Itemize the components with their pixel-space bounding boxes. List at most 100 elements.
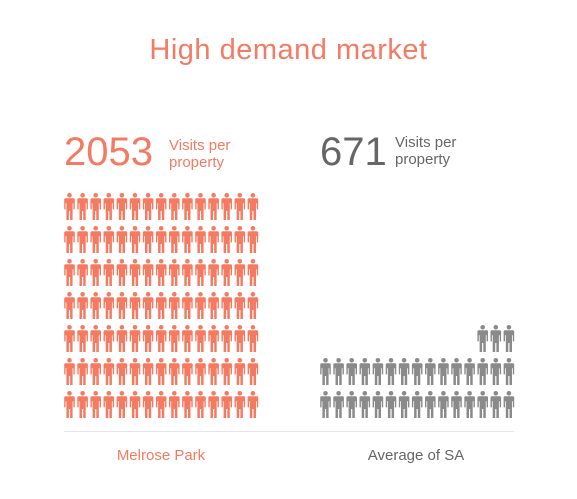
person-icon <box>142 358 154 385</box>
person-icon <box>247 325 259 352</box>
person-icon <box>155 259 167 286</box>
person-icon <box>129 391 141 418</box>
person-icon <box>169 193 180 220</box>
person-icon <box>116 391 128 418</box>
person-icon <box>116 292 128 319</box>
baseline-divider <box>64 431 514 432</box>
person-icon <box>129 193 141 220</box>
person-icon <box>169 358 180 385</box>
person-icon <box>142 226 154 253</box>
person-icon <box>208 391 219 418</box>
person-icon <box>64 391 75 418</box>
person-icon <box>438 391 449 418</box>
person-icon <box>359 391 371 418</box>
person-icon <box>464 391 475 418</box>
person-icon <box>182 226 193 253</box>
person-icon <box>208 292 219 319</box>
person-icon <box>234 193 246 220</box>
person-icon <box>234 391 246 418</box>
person-icon <box>372 391 384 418</box>
person-icon <box>490 391 502 418</box>
person-icon <box>182 325 193 352</box>
person-icon <box>477 391 488 418</box>
person-icon <box>503 391 515 418</box>
person-icon <box>155 292 167 319</box>
person-icon <box>320 358 331 385</box>
person-icon <box>103 325 115 352</box>
person-icon <box>64 259 75 286</box>
person-icon <box>247 193 259 220</box>
sa-unit-line2: property <box>395 151 451 168</box>
person-icon <box>182 292 193 319</box>
person-icon <box>129 292 141 319</box>
sa-category-label: Average of SA <box>367 447 465 464</box>
person-icon <box>247 391 259 418</box>
person-icon <box>411 358 423 385</box>
person-icon <box>103 358 115 385</box>
person-icon <box>169 259 180 286</box>
person-icon <box>425 391 436 418</box>
person-icon <box>464 358 475 385</box>
person-icon <box>320 391 331 418</box>
person-icon <box>142 259 154 286</box>
person-icon <box>90 259 101 286</box>
person-icon <box>169 391 180 418</box>
person-icon <box>155 391 167 418</box>
person-icon <box>208 358 219 385</box>
person-icon <box>195 193 206 220</box>
sa-unit-line1: Visits per <box>395 134 457 151</box>
person-icon <box>142 292 154 319</box>
person-icon <box>234 358 246 385</box>
person-icon <box>398 391 410 418</box>
person-icon <box>77 193 88 220</box>
person-icon <box>142 391 154 418</box>
person-icon <box>234 259 246 286</box>
person-icon <box>385 391 397 418</box>
person-icon <box>77 325 88 352</box>
person-icon <box>182 259 193 286</box>
person-icon <box>346 358 357 385</box>
person-icon <box>195 325 206 352</box>
person-icon <box>208 325 219 352</box>
person-icon <box>116 259 128 286</box>
person-icon <box>116 193 128 220</box>
person-icon <box>142 325 154 352</box>
person-icon <box>103 259 115 286</box>
person-icon <box>490 325 502 352</box>
person-icon <box>221 226 232 253</box>
person-icon <box>451 358 462 385</box>
melrose-category-label: Melrose Park <box>116 447 206 464</box>
sa-value: 671 <box>320 130 387 174</box>
person-icon <box>333 358 344 385</box>
person-icon <box>221 325 232 352</box>
person-icon <box>116 226 128 253</box>
person-icon <box>247 292 259 319</box>
person-icon <box>90 358 101 385</box>
person-icon <box>234 292 246 319</box>
person-icon <box>195 358 206 385</box>
person-icon <box>221 292 232 319</box>
person-icon <box>208 193 219 220</box>
person-icon <box>221 358 232 385</box>
person-icon <box>103 391 115 418</box>
chart-title: High demand market <box>149 34 428 66</box>
person-icon <box>155 325 167 352</box>
person-icon <box>221 259 232 286</box>
person-icon <box>385 358 397 385</box>
person-icon <box>77 391 88 418</box>
person-icon <box>116 358 128 385</box>
sa-unit-label: Visits per property <box>395 134 495 168</box>
person-icon <box>490 358 502 385</box>
person-icon <box>77 292 88 319</box>
person-icon <box>77 259 88 286</box>
person-icon <box>503 325 515 352</box>
melrose-unit-line2: property <box>169 154 225 171</box>
person-icon <box>208 259 219 286</box>
person-icon <box>169 292 180 319</box>
melrose-value: 2053 <box>64 130 153 174</box>
person-icon <box>90 226 101 253</box>
person-icon <box>129 226 141 253</box>
person-icon <box>64 226 75 253</box>
person-icon <box>451 391 462 418</box>
